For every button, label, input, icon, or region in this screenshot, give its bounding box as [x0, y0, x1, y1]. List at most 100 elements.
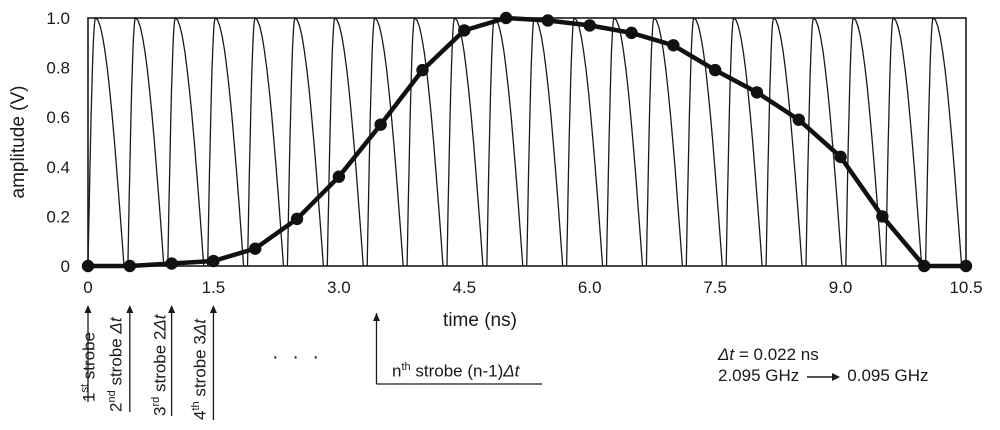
strobe-label-2: 2nd strobe Δt — [106, 317, 126, 412]
data-point — [416, 63, 429, 77]
nth-strobe-label: nth strobe (n-1)Δt — [392, 362, 519, 380]
sweep-line — [645, 16, 684, 267]
strobe-2-ordinal: 2 — [106, 402, 126, 412]
ellipsis-dots: · · · — [272, 346, 324, 368]
sweep-line — [725, 16, 763, 267]
x-tick-label: 7.5 — [703, 278, 727, 297]
y-tick-label: 0.8 — [46, 59, 70, 78]
data-point — [165, 257, 178, 270]
y-tick-labels: 0 0.2 0.4 0.6 0.8 1.0 — [46, 9, 70, 276]
data-point — [917, 259, 931, 273]
nth-suffix: Δt — [503, 361, 520, 381]
main-series-markers — [81, 11, 973, 273]
sweep-line — [486, 16, 524, 267]
strobe-arrow-2-head — [126, 305, 134, 313]
data-point — [792, 113, 805, 126]
sweep-line — [605, 16, 644, 267]
sweep-line — [805, 16, 843, 267]
data-point — [499, 11, 513, 25]
x-tick-label: 9.0 — [829, 278, 853, 297]
sweep-line — [685, 16, 723, 267]
data-point — [249, 242, 262, 255]
nth-ordinal: n — [392, 361, 402, 381]
data-point — [123, 259, 137, 273]
y-tick-label: 1.0 — [46, 9, 70, 28]
freq-from: 2.095 GHz — [718, 366, 800, 386]
data-point — [959, 259, 973, 273]
data-point — [667, 39, 680, 52]
data-point — [876, 210, 889, 223]
strobe-label-3: 3rd strobe 2Δt — [150, 314, 170, 416]
data-point — [458, 24, 471, 37]
delta-t-value: = 0.022 ns — [734, 345, 819, 364]
strobe-4-suffix: Δt — [190, 319, 210, 336]
strobe-2-suffix: Δt — [106, 317, 126, 334]
data-point — [708, 63, 722, 77]
data-point — [81, 259, 95, 273]
sweep-line — [446, 16, 484, 267]
nth-text: strobe (n-1) — [410, 361, 504, 381]
main-series-line — [88, 15, 966, 269]
strobe-arrow-4-head — [209, 305, 217, 313]
strobe-arrows — [84, 305, 542, 420]
data-point — [583, 19, 596, 32]
sweep-line — [207, 16, 245, 267]
sweep-line — [845, 16, 883, 267]
strobe-1-text: strobe — [79, 331, 99, 384]
strobe-1-ordinal: 1 — [79, 392, 99, 402]
strobe-arrow-3-head — [168, 305, 176, 313]
delta-t-symbol: Δt — [718, 345, 735, 364]
delta-t-box: Δt = 0.022 ns 2.095 GHz 0.095 GHz — [718, 344, 929, 387]
x-tick-label: 10.5 — [949, 278, 982, 297]
data-point — [290, 212, 304, 226]
sweep-lines — [87, 16, 963, 267]
strobe-4-sup: th — [190, 401, 202, 411]
sweep-line — [765, 16, 803, 267]
strobe-3-suffix: Δt — [150, 314, 170, 331]
sweep-line — [406, 16, 444, 267]
sweep-line — [526, 16, 564, 267]
sweep-line — [326, 16, 364, 267]
main-series-path — [88, 15, 966, 269]
y-axis-label: amplitude (V) — [8, 86, 29, 199]
frequency-line: 2.095 GHz 0.095 GHz — [718, 365, 929, 386]
data-point — [625, 26, 638, 40]
data-point — [834, 150, 847, 164]
sweep-line — [885, 16, 923, 267]
strobe-3-text: strobe 2 — [150, 330, 170, 397]
data-point — [374, 118, 387, 131]
freq-to: 0.095 GHz — [847, 366, 929, 386]
x-tick-label: 4.5 — [452, 278, 476, 297]
y-tick-label: 0.6 — [46, 108, 70, 127]
strobe-label-4: 4th strobe 3Δt — [190, 319, 210, 420]
sweep-line — [167, 16, 205, 267]
x-tick-label: 3.0 — [327, 278, 351, 297]
data-point — [541, 14, 555, 27]
x-tick-label: 1.5 — [202, 278, 226, 297]
sweep-line — [565, 16, 604, 267]
sweep-line — [286, 16, 325, 267]
strobe-arrow-1-head — [84, 305, 92, 313]
sweep-line — [127, 16, 165, 267]
nth-sup: th — [401, 361, 411, 373]
strobe-3-ordinal: 3 — [150, 406, 170, 416]
y-tick-label: 0.4 — [46, 158, 70, 177]
sweep-line — [366, 16, 404, 267]
sweep-line — [87, 16, 125, 267]
strobe-label-1: 1st strobe — [79, 331, 99, 402]
y-tick-label: 0.2 — [46, 207, 70, 226]
sweep-line — [246, 16, 285, 267]
nth-arrow-head — [372, 313, 380, 321]
data-point — [207, 254, 220, 268]
data-point — [332, 170, 346, 183]
strobe-4-ordinal: 4 — [190, 410, 210, 420]
strobe-4-text: strobe 3 — [190, 335, 210, 402]
delta-t-line: Δt = 0.022 ns — [718, 344, 929, 365]
strobe-2-text: strobe — [106, 333, 126, 391]
x-axis-label: time (ns) — [443, 310, 517, 331]
strobe-2-sup: nd — [106, 390, 118, 403]
data-point — [750, 86, 764, 99]
x-tick-label: 6.0 — [578, 278, 602, 297]
x-tick-labels: 0 1.5 3.0 4.5 6.0 7.5 9.0 10.5 — [83, 278, 982, 297]
